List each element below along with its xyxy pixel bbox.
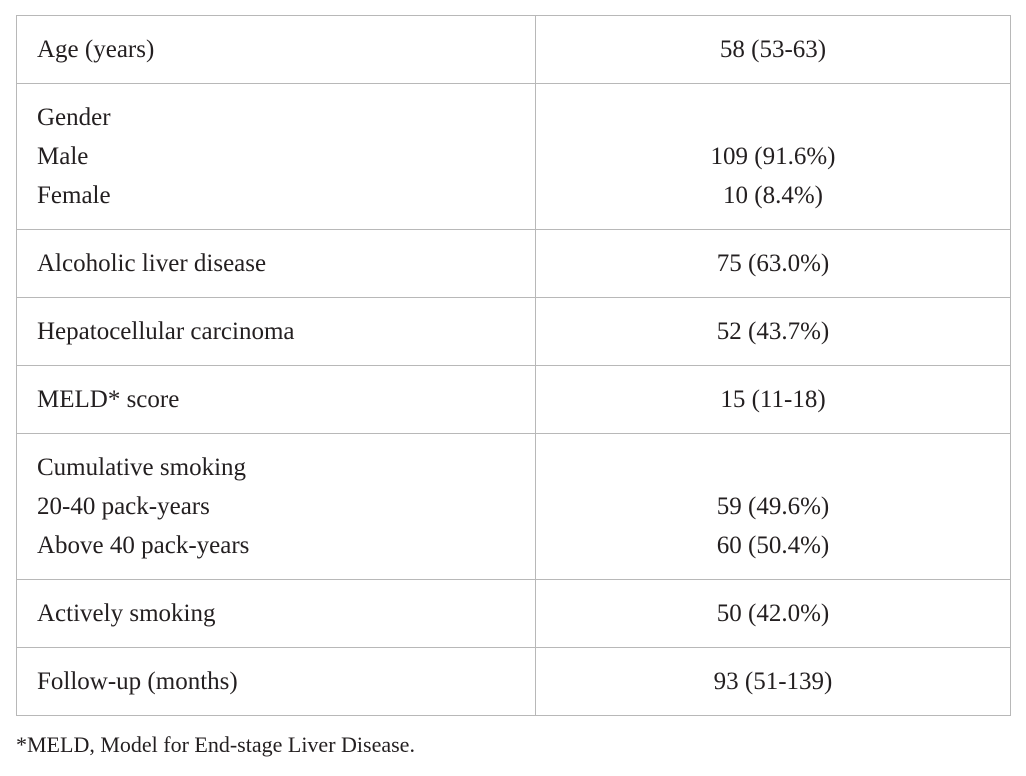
sub-row-label: 20-40 pack-years — [37, 493, 210, 520]
row-label-group: Gender Male Female — [16, 83, 536, 230]
row-value: 52 (43.7%) — [535, 297, 1011, 366]
table-row: MELD* score 15 (11-18) — [16, 365, 1011, 434]
table-row: Alcoholic liver disease 75 (63.0%) — [16, 229, 1011, 298]
row-label: Gender — [37, 104, 111, 131]
row-value: 50 (42.0%) — [535, 579, 1011, 648]
table-row: Follow-up (months) 93 (51-139) — [16, 647, 1011, 716]
row-label-group: Cumulative smoking 20-40 pack-years Abov… — [16, 433, 536, 580]
row-value: 75 (63.0%) — [535, 229, 1011, 298]
sub-row-label: Above 40 pack-years — [37, 532, 250, 559]
table-row: Actively smoking 50 (42.0%) — [16, 579, 1011, 648]
row-value: 58 (53-63) — [535, 15, 1011, 84]
sub-row-label: Female — [37, 182, 111, 209]
table-footnote: *MELD, Model for End-stage Liver Disease… — [16, 732, 415, 757]
row-label: Alcoholic liver disease — [16, 229, 536, 298]
sub-row-value: 60 (50.4%) — [716, 532, 830, 559]
table-row: Cumulative smoking 20-40 pack-years Abov… — [16, 433, 1011, 580]
row-label: MELD* score — [16, 365, 536, 434]
sub-row-value: 59 (49.6%) — [716, 493, 830, 520]
blank-line — [536, 448, 1010, 487]
table-row: Hepatocellular carcinoma 52 (43.7%) — [16, 297, 1011, 366]
table-row: Age (years) 58 (53-63) — [16, 15, 1011, 84]
row-label: Follow-up (months) — [16, 647, 536, 716]
table-row: Gender Male Female 109 (91.6%) 10 (8.4%) — [16, 83, 1011, 230]
row-label: Age (years) — [16, 15, 536, 84]
baseline-characteristics-table: Age (years) 58 (53-63) Gender Male Femal… — [16, 15, 1011, 716]
row-value-group: 109 (91.6%) 10 (8.4%) — [535, 83, 1011, 230]
row-label: Hepatocellular carcinoma — [16, 297, 536, 366]
row-value: 93 (51-139) — [535, 647, 1011, 716]
blank-line — [536, 98, 1010, 137]
sub-row-value: 109 (91.6%) — [710, 143, 836, 170]
row-label: Cumulative smoking — [37, 454, 247, 481]
row-label: Actively smoking — [16, 579, 536, 648]
sub-row-label: Male — [37, 143, 89, 170]
row-value: 15 (11-18) — [535, 365, 1011, 434]
row-value-group: 59 (49.6%) 60 (50.4%) — [535, 433, 1011, 580]
sub-row-value: 10 (8.4%) — [723, 182, 823, 209]
